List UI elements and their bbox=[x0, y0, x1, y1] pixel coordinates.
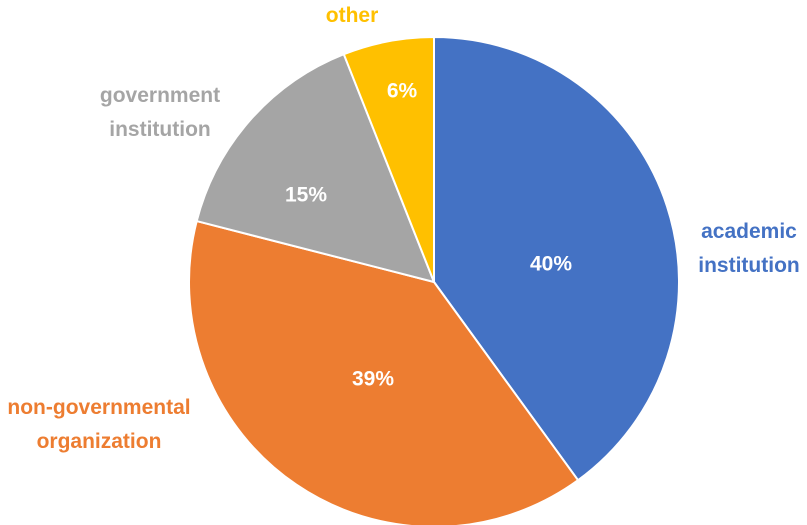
pie-slice-1 bbox=[188, 219, 580, 525]
slice-value-label-3: 6% bbox=[387, 80, 418, 103]
slice-value-label-0: 40% bbox=[530, 253, 572, 276]
pie-slice-3 bbox=[342, 35, 435, 283]
slice-value-label-2: 15% bbox=[285, 184, 327, 207]
pie-slice-2 bbox=[195, 52, 436, 284]
slice-category-label-2: government institution bbox=[100, 84, 220, 141]
slice-category-label-3: other bbox=[326, 4, 379, 27]
slice-category-label-0: academic institution bbox=[698, 220, 799, 277]
pie-slice-0 bbox=[433, 35, 681, 482]
slice-value-label-1: 39% bbox=[352, 368, 394, 391]
slice-category-label-1: non-governmental organization bbox=[7, 396, 190, 453]
